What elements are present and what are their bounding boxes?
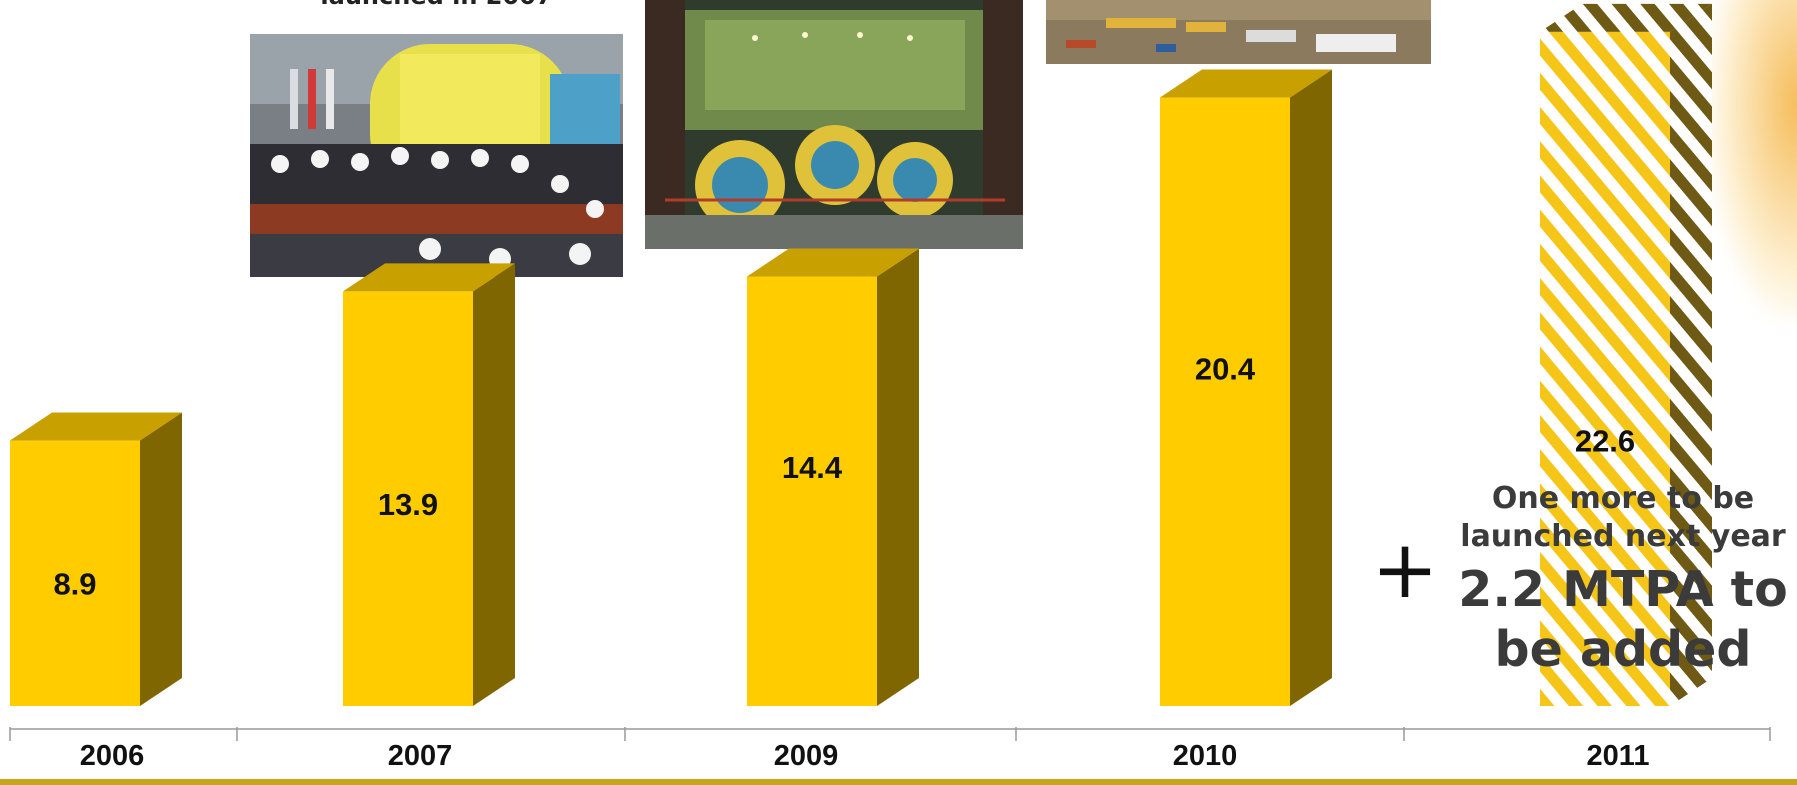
- capacity-added-note: 2.2 MTPA to be added: [1448, 560, 1797, 680]
- data-label-2006: 8.9: [53, 567, 96, 602]
- bar-side-2010: [1290, 69, 1332, 706]
- bar-2011: 22.6: [1540, 3, 1712, 707]
- bar-2009: 14.4: [747, 248, 919, 707]
- bar-top-2010: [1160, 69, 1332, 98]
- x-tick-2011: 2011: [1586, 740, 1650, 772]
- plant-interior-photo: [645, 0, 1023, 249]
- data-label-2011: 22.6: [1575, 423, 1635, 458]
- bar-side-2007: [473, 263, 515, 706]
- data-label-2007: 13.9: [378, 487, 438, 522]
- x-tick-2006: 2006: [79, 740, 145, 772]
- bar-front-2006: [10, 440, 140, 706]
- bar-side-2006: [140, 412, 182, 706]
- data-label-2010: 20.4: [1195, 352, 1256, 387]
- note-line-1: One more to be: [1491, 481, 1755, 516]
- bar-top-2006: [10, 412, 182, 441]
- caption-2007-launch: launched in 2007: [250, 0, 623, 10]
- x-tick-2010: 2010: [1172, 740, 1238, 772]
- added-line-1: 2.2 MTPA to: [1458, 561, 1788, 618]
- bar-top-2009: [747, 248, 919, 277]
- bar-2007: 13.9: [343, 263, 515, 706]
- bar-top-2011: [1540, 3, 1712, 32]
- data-label-2009: 14.4: [782, 450, 843, 485]
- x-tick-2007: 2007: [387, 740, 453, 772]
- plus-sign: +: [1371, 523, 1439, 616]
- bar-front-2010: [1160, 97, 1290, 706]
- bar-front-2011: [1540, 31, 1670, 707]
- bar-front-2009: [747, 276, 877, 706]
- bar-side-2011: [1670, 3, 1712, 707]
- next-year-note: One more to be launched next year: [1448, 480, 1797, 556]
- bar-2010: 20.4: [1160, 69, 1332, 706]
- decorative-glow: [1707, 0, 1797, 320]
- bar-top-2007: [343, 263, 515, 292]
- bar-2006: 8.9: [10, 412, 182, 706]
- added-line-2: be added: [1494, 621, 1752, 678]
- ceremony-photo: [250, 34, 623, 277]
- bar-side-2009: [877, 248, 919, 707]
- x-tick-2009: 2009: [773, 740, 839, 772]
- construction-site-photo: [1046, 0, 1431, 64]
- bar-front-2007: [343, 291, 473, 706]
- note-line-2: launched next year: [1460, 519, 1786, 554]
- footer-bar: [0, 779, 1797, 785]
